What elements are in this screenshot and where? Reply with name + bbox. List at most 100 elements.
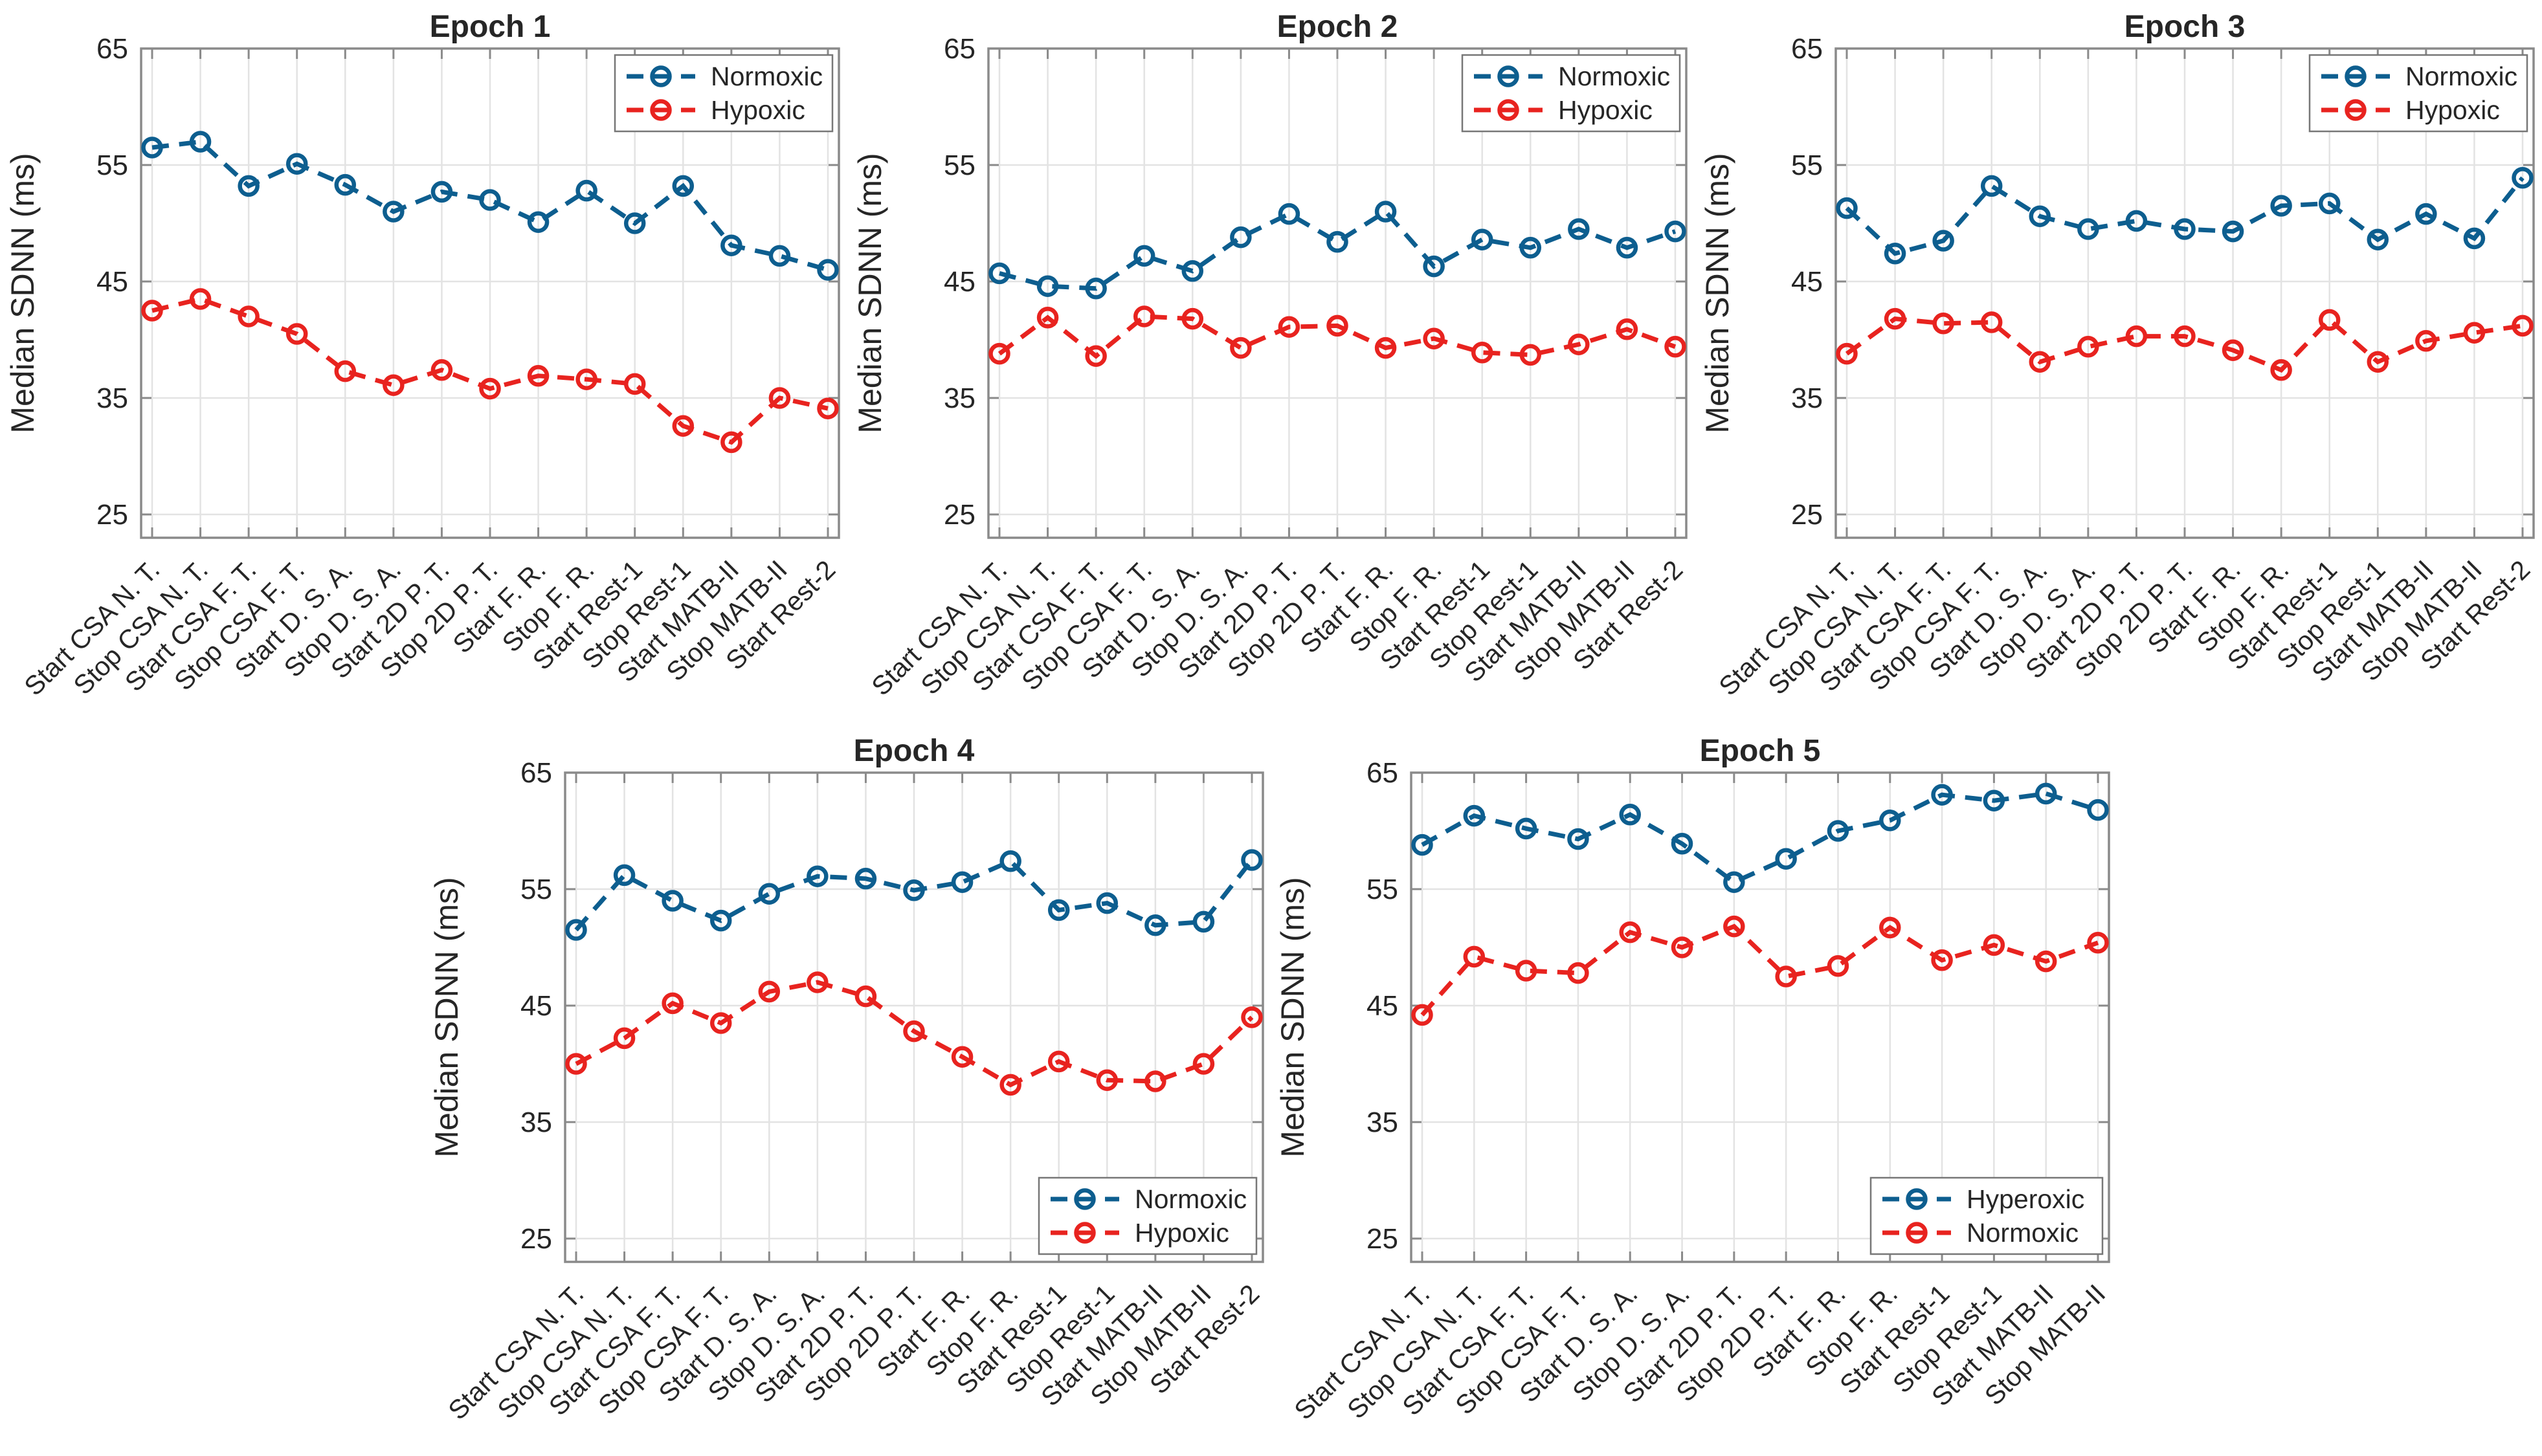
chart-title: Epoch 4 bbox=[854, 734, 975, 768]
data-point-marker bbox=[1192, 910, 1215, 933]
data-point-marker bbox=[1096, 892, 1119, 914]
series-line bbox=[1845, 176, 2525, 256]
data-point-marker bbox=[1827, 955, 1849, 977]
data-point-marker bbox=[527, 365, 550, 387]
data-point-marker bbox=[709, 1012, 732, 1034]
data-point-marker bbox=[662, 992, 684, 1015]
legend-marker bbox=[2345, 99, 2367, 121]
data-point-marker bbox=[1181, 260, 1204, 282]
data-point-marker bbox=[565, 919, 587, 941]
legend-box bbox=[1869, 1176, 2104, 1255]
data-point-marker bbox=[1568, 333, 1590, 355]
data-point-marker bbox=[758, 980, 781, 1003]
y-tick-label: 25 bbox=[96, 499, 128, 531]
data-point-marker bbox=[1879, 810, 1901, 832]
legend-label: Normoxic bbox=[2405, 61, 2517, 91]
data-point-marker bbox=[951, 1046, 974, 1068]
data-point-marker bbox=[1411, 1004, 1433, 1026]
data-point-marker bbox=[662, 890, 684, 912]
legend-label: Normoxic bbox=[1135, 1184, 1247, 1214]
legend: Normoxic Hypoxic bbox=[1461, 54, 1681, 133]
data-point-marker bbox=[238, 175, 260, 197]
chart-epoch-3: 25 35 45 55 65 Start CSA N. T. Stop CSA N. T. S… bbox=[1695, 0, 2542, 732]
legend: Normoxic Hypoxic bbox=[1038, 1176, 1258, 1255]
data-point-marker bbox=[285, 323, 308, 345]
data-point-marker bbox=[613, 1027, 636, 1050]
y-tick-label: 65 bbox=[1366, 757, 1398, 789]
data-point-marker bbox=[1836, 342, 1858, 365]
y-tick-label: 65 bbox=[520, 757, 552, 789]
series-line bbox=[574, 858, 1254, 932]
y-tick-label: 45 bbox=[520, 990, 552, 1022]
data-point-marker bbox=[575, 179, 597, 202]
legend-item: Normoxic bbox=[1051, 1184, 1247, 1214]
legend-marker bbox=[1497, 65, 1519, 87]
data-point-marker bbox=[2125, 210, 2148, 232]
legend: Hyperoxic Normoxic bbox=[1869, 1176, 2104, 1255]
legend-label: Hyperoxic bbox=[1967, 1184, 2084, 1214]
legend-marker bbox=[1497, 99, 1519, 121]
data-point-marker bbox=[709, 909, 732, 932]
data-point-marker bbox=[1036, 307, 1059, 329]
y-tick-label: 35 bbox=[1366, 1107, 1398, 1138]
data-point-marker bbox=[565, 1053, 587, 1075]
chart-epoch-5: 25 35 45 55 65 Start CSA N. T. Stop CSA N. T. S… bbox=[1270, 724, 2118, 1456]
data-point-marker bbox=[951, 871, 974, 893]
data-point-marker bbox=[2087, 799, 2109, 821]
data-point-marker bbox=[1775, 965, 1797, 987]
data-point-marker bbox=[2174, 325, 2196, 347]
data-point-marker bbox=[1983, 934, 2005, 956]
data-point-marker bbox=[854, 868, 877, 890]
data-point-marker bbox=[1671, 833, 1693, 855]
data-point-marker bbox=[2463, 227, 2486, 250]
series-line bbox=[575, 980, 1254, 1088]
legend-marker bbox=[1074, 1188, 1096, 1210]
legend-marker bbox=[1906, 1222, 1928, 1244]
data-point-marker bbox=[1932, 313, 1954, 335]
data-point-marker bbox=[1567, 828, 1589, 850]
data-point-marker bbox=[1515, 960, 1537, 982]
data-point-marker bbox=[2222, 339, 2244, 361]
data-point-marker bbox=[1723, 915, 1745, 938]
data-point-marker bbox=[1241, 1006, 1263, 1028]
data-point-marker bbox=[479, 377, 501, 400]
legend-label: Normoxic bbox=[1967, 1218, 2079, 1248]
data-point-marker bbox=[1230, 226, 1252, 248]
y-axis-label: Median SDNN (ms) bbox=[1699, 153, 1735, 433]
data-point-marker bbox=[1278, 203, 1300, 225]
data-point-marker bbox=[1723, 871, 1745, 893]
y-tick-label: 25 bbox=[944, 499, 976, 531]
data-point-marker bbox=[285, 153, 308, 175]
data-point-marker bbox=[817, 397, 839, 419]
data-point-marker bbox=[2174, 218, 2196, 240]
data-point-marker bbox=[1671, 936, 1693, 958]
data-point-marker bbox=[2270, 359, 2292, 381]
data-point-marker bbox=[1519, 344, 1542, 366]
data-point-marker bbox=[2415, 330, 2437, 352]
y-tick-label: 35 bbox=[520, 1107, 552, 1138]
series-line bbox=[998, 314, 1677, 359]
legend: Normoxic Hypoxic bbox=[2308, 54, 2528, 133]
series-line bbox=[1420, 923, 2099, 1017]
data-point-marker bbox=[1664, 336, 1686, 358]
legend-box bbox=[2308, 54, 2528, 133]
data-point-marker bbox=[1374, 201, 1397, 223]
data-point-marker bbox=[2415, 203, 2437, 225]
data-point-marker bbox=[383, 374, 405, 396]
y-tick-label: 25 bbox=[520, 1223, 552, 1255]
data-point-marker bbox=[2125, 325, 2148, 347]
data-point-marker bbox=[807, 971, 829, 993]
y-tick-label: 55 bbox=[1366, 874, 1398, 905]
legend-label: Hypoxic bbox=[1558, 95, 1653, 125]
data-point-marker bbox=[1181, 307, 1204, 330]
data-point-marker bbox=[672, 415, 695, 437]
data-point-marker bbox=[2222, 220, 2244, 243]
data-point-marker bbox=[334, 360, 357, 382]
data-point-marker bbox=[1278, 316, 1300, 338]
y-axis-label: Median SDNN (ms) bbox=[429, 877, 465, 1157]
data-point-marker bbox=[141, 137, 163, 159]
data-point-marker bbox=[1144, 1070, 1166, 1092]
data-point-marker bbox=[2087, 932, 2109, 954]
